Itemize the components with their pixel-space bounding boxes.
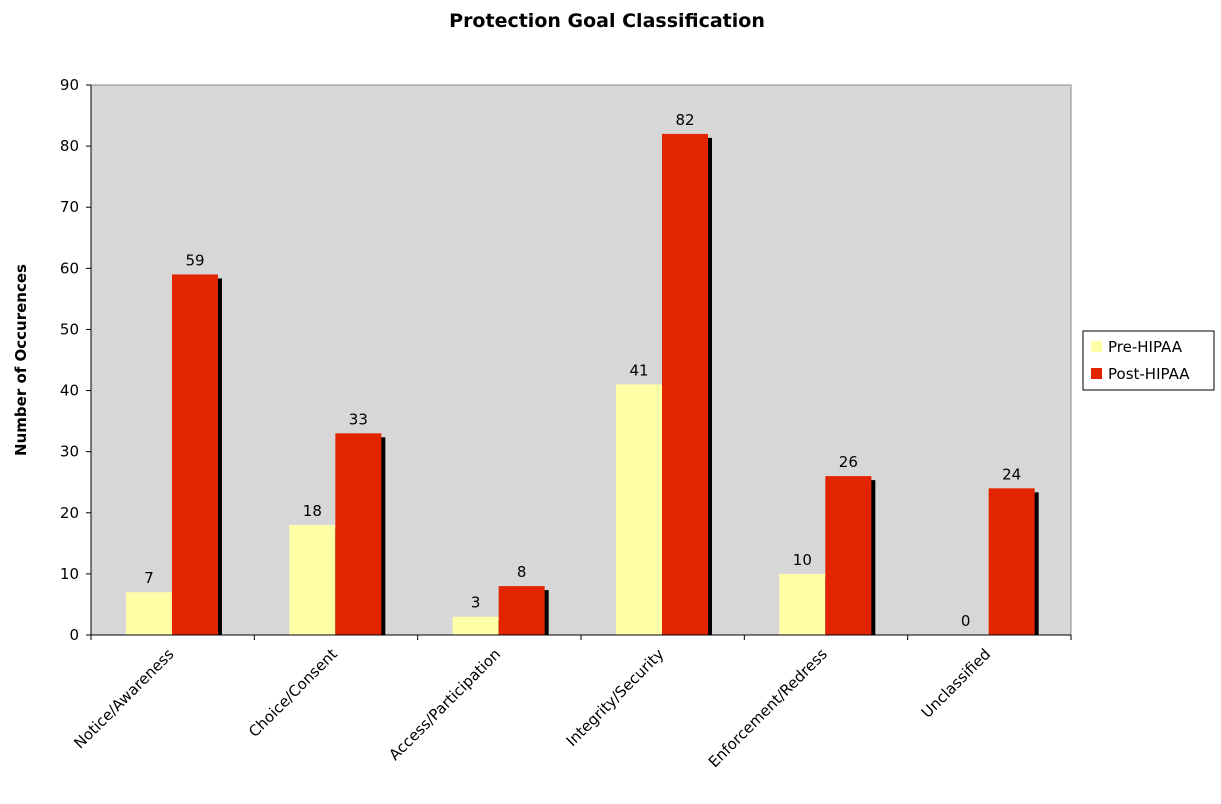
bar-post-hipaa [988, 488, 1035, 635]
y-tick-label: 80 [60, 137, 79, 155]
data-labels: 7 18 3 41 10 0 59 33 8 82 26 24 [144, 111, 1021, 630]
legend: Pre-HIPAA Post-HIPAA [1082, 330, 1215, 391]
y-tick-label: 30 [60, 443, 79, 461]
bar-post-hipaa [662, 133, 708, 635]
legend-swatch [1091, 341, 1102, 352]
legend-swatch [1091, 368, 1102, 379]
data-label: 18 [303, 502, 322, 520]
y-tick-label: 70 [60, 198, 79, 216]
legend-label: Post-HIPAA [1108, 365, 1190, 383]
category-label: Access/Participation [385, 645, 504, 764]
data-label: 8 [517, 563, 527, 581]
bar-post-hipaa [825, 476, 872, 635]
data-label: 24 [1002, 465, 1021, 483]
bar-pre-hipaa [616, 384, 662, 635]
y-tick-label: 60 [60, 259, 79, 277]
bar-pre-hipaa [126, 592, 172, 635]
bar-pre-hipaa [289, 525, 336, 635]
y-tick-label: 40 [60, 382, 79, 400]
data-label: 10 [793, 551, 812, 569]
x-ticks: Notice/Awareness Choice/Consent Access/Par… [70, 635, 1072, 771]
chart-title: Protection Goal Classification [449, 10, 765, 32]
legend-label: Pre-HIPAA [1108, 338, 1183, 356]
category-label: Choice/Consent [245, 645, 341, 741]
y-tick-label: 10 [60, 565, 79, 583]
data-label: 33 [349, 410, 368, 428]
data-label: 0 [961, 612, 971, 630]
bar-post-hipaa [172, 274, 218, 635]
bar-post-hipaa [498, 586, 545, 635]
bars [126, 133, 1039, 635]
legend-box [1082, 330, 1215, 391]
data-label: 59 [185, 251, 204, 269]
category-label: Unclassified [918, 645, 994, 721]
y-tick-label: 50 [60, 320, 79, 338]
category-label: Notice/Awareness [70, 645, 177, 752]
bar-pre-hipaa [452, 616, 499, 635]
y-tick-label: 90 [60, 76, 79, 94]
data-label: 3 [471, 594, 481, 612]
bar-pre-hipaa [779, 573, 826, 635]
data-label: 26 [839, 453, 858, 471]
y-tick-label: 0 [69, 626, 79, 644]
y-axis-title: Number of Occurences [12, 264, 30, 456]
data-label: 41 [629, 361, 648, 379]
data-label: 7 [144, 569, 154, 587]
bar-post-hipaa [335, 433, 382, 635]
plot-area [90, 84, 1072, 636]
data-label: 82 [675, 111, 694, 129]
y-tick-label: 20 [60, 504, 79, 522]
y-ticks: 0 10 20 30 40 50 60 70 80 90 [60, 76, 91, 644]
category-label: Enforcement/Redress [705, 645, 831, 771]
category-label: Integrity/Security [563, 645, 668, 750]
